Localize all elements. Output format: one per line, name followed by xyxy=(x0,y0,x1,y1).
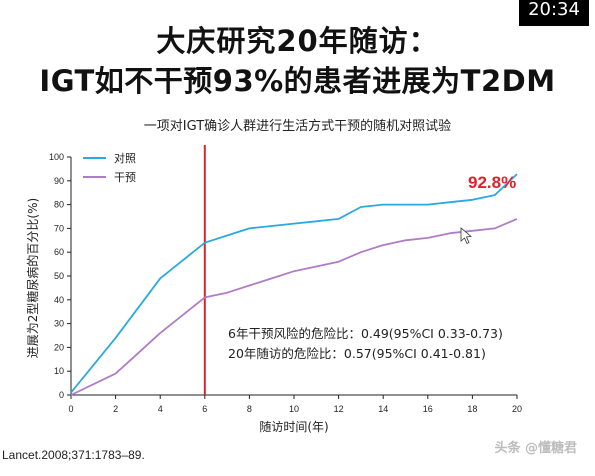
y-tick-label: 50 xyxy=(54,271,64,281)
x-tick-label: 2 xyxy=(113,404,118,414)
slide-title-line-2: IGT如不干预93%的患者进展为T2DM xyxy=(39,64,556,98)
highlight-value-label: 92.8% xyxy=(468,173,516,192)
x-tick-label: 4 xyxy=(158,404,163,414)
y-tick-label: 20 xyxy=(54,342,64,352)
video-timestamp-badge: 20:34 xyxy=(519,0,589,26)
x-tick-label: 10 xyxy=(289,404,299,414)
x-tick-label: 12 xyxy=(334,404,344,414)
y-tick-label: 90 xyxy=(54,176,64,186)
slide-title-line-1: 大庆研究20年随访： xyxy=(156,24,439,58)
legend-label: 干预 xyxy=(114,171,136,184)
y-axis-label: 进展为2型糖尿病的百分比(%) xyxy=(25,198,40,358)
citation-text: Lancet.2008;371:1783–89. xyxy=(2,448,145,462)
x-tick-label: 14 xyxy=(378,404,388,414)
x-tick-label: 16 xyxy=(423,404,433,414)
y-tick-label: 0 xyxy=(59,390,64,400)
y-ticks: 0 10 20 30 40 50 60 70 80 90 100 xyxy=(49,152,71,400)
chart-subtitle: 一项对IGT确诊人群进行生活方式干预的随机对照试验 xyxy=(143,119,452,134)
watermark-text: 头条 @懂糖君 xyxy=(494,441,577,456)
y-tick-label: 100 xyxy=(49,152,64,162)
y-tick-label: 80 xyxy=(54,200,64,210)
series-layer xyxy=(70,145,518,396)
annotation-hazard-20yr: 20年随访的危险比：0.57(95%CI 0.41-0.81) xyxy=(228,346,486,361)
x-axis-label: 随访时间(年) xyxy=(259,419,328,434)
x-tick-label: 6 xyxy=(202,404,207,414)
y-tick-label: 30 xyxy=(54,319,64,329)
annotation-hazard-6yr: 6年干预风险的危险比：0.49(95%CI 0.33-0.73) xyxy=(228,326,503,341)
series-line-control xyxy=(70,173,518,394)
y-tick-label: 10 xyxy=(54,366,64,376)
x-tick-label: 20 xyxy=(512,404,522,414)
x-ticks: 0 2 4 6 8 10 12 14 16 18 20 xyxy=(68,395,522,414)
mouse-cursor-icon xyxy=(460,227,472,245)
x-tick-label: 0 xyxy=(68,404,73,414)
x-tick-label: 8 xyxy=(247,404,252,414)
x-tick-label: 18 xyxy=(467,404,477,414)
series-line-intervention xyxy=(70,218,518,396)
legend-label: 对照 xyxy=(114,151,136,165)
y-tick-label: 70 xyxy=(54,223,64,233)
y-tick-label: 40 xyxy=(54,295,64,305)
y-tick-label: 60 xyxy=(54,247,64,257)
